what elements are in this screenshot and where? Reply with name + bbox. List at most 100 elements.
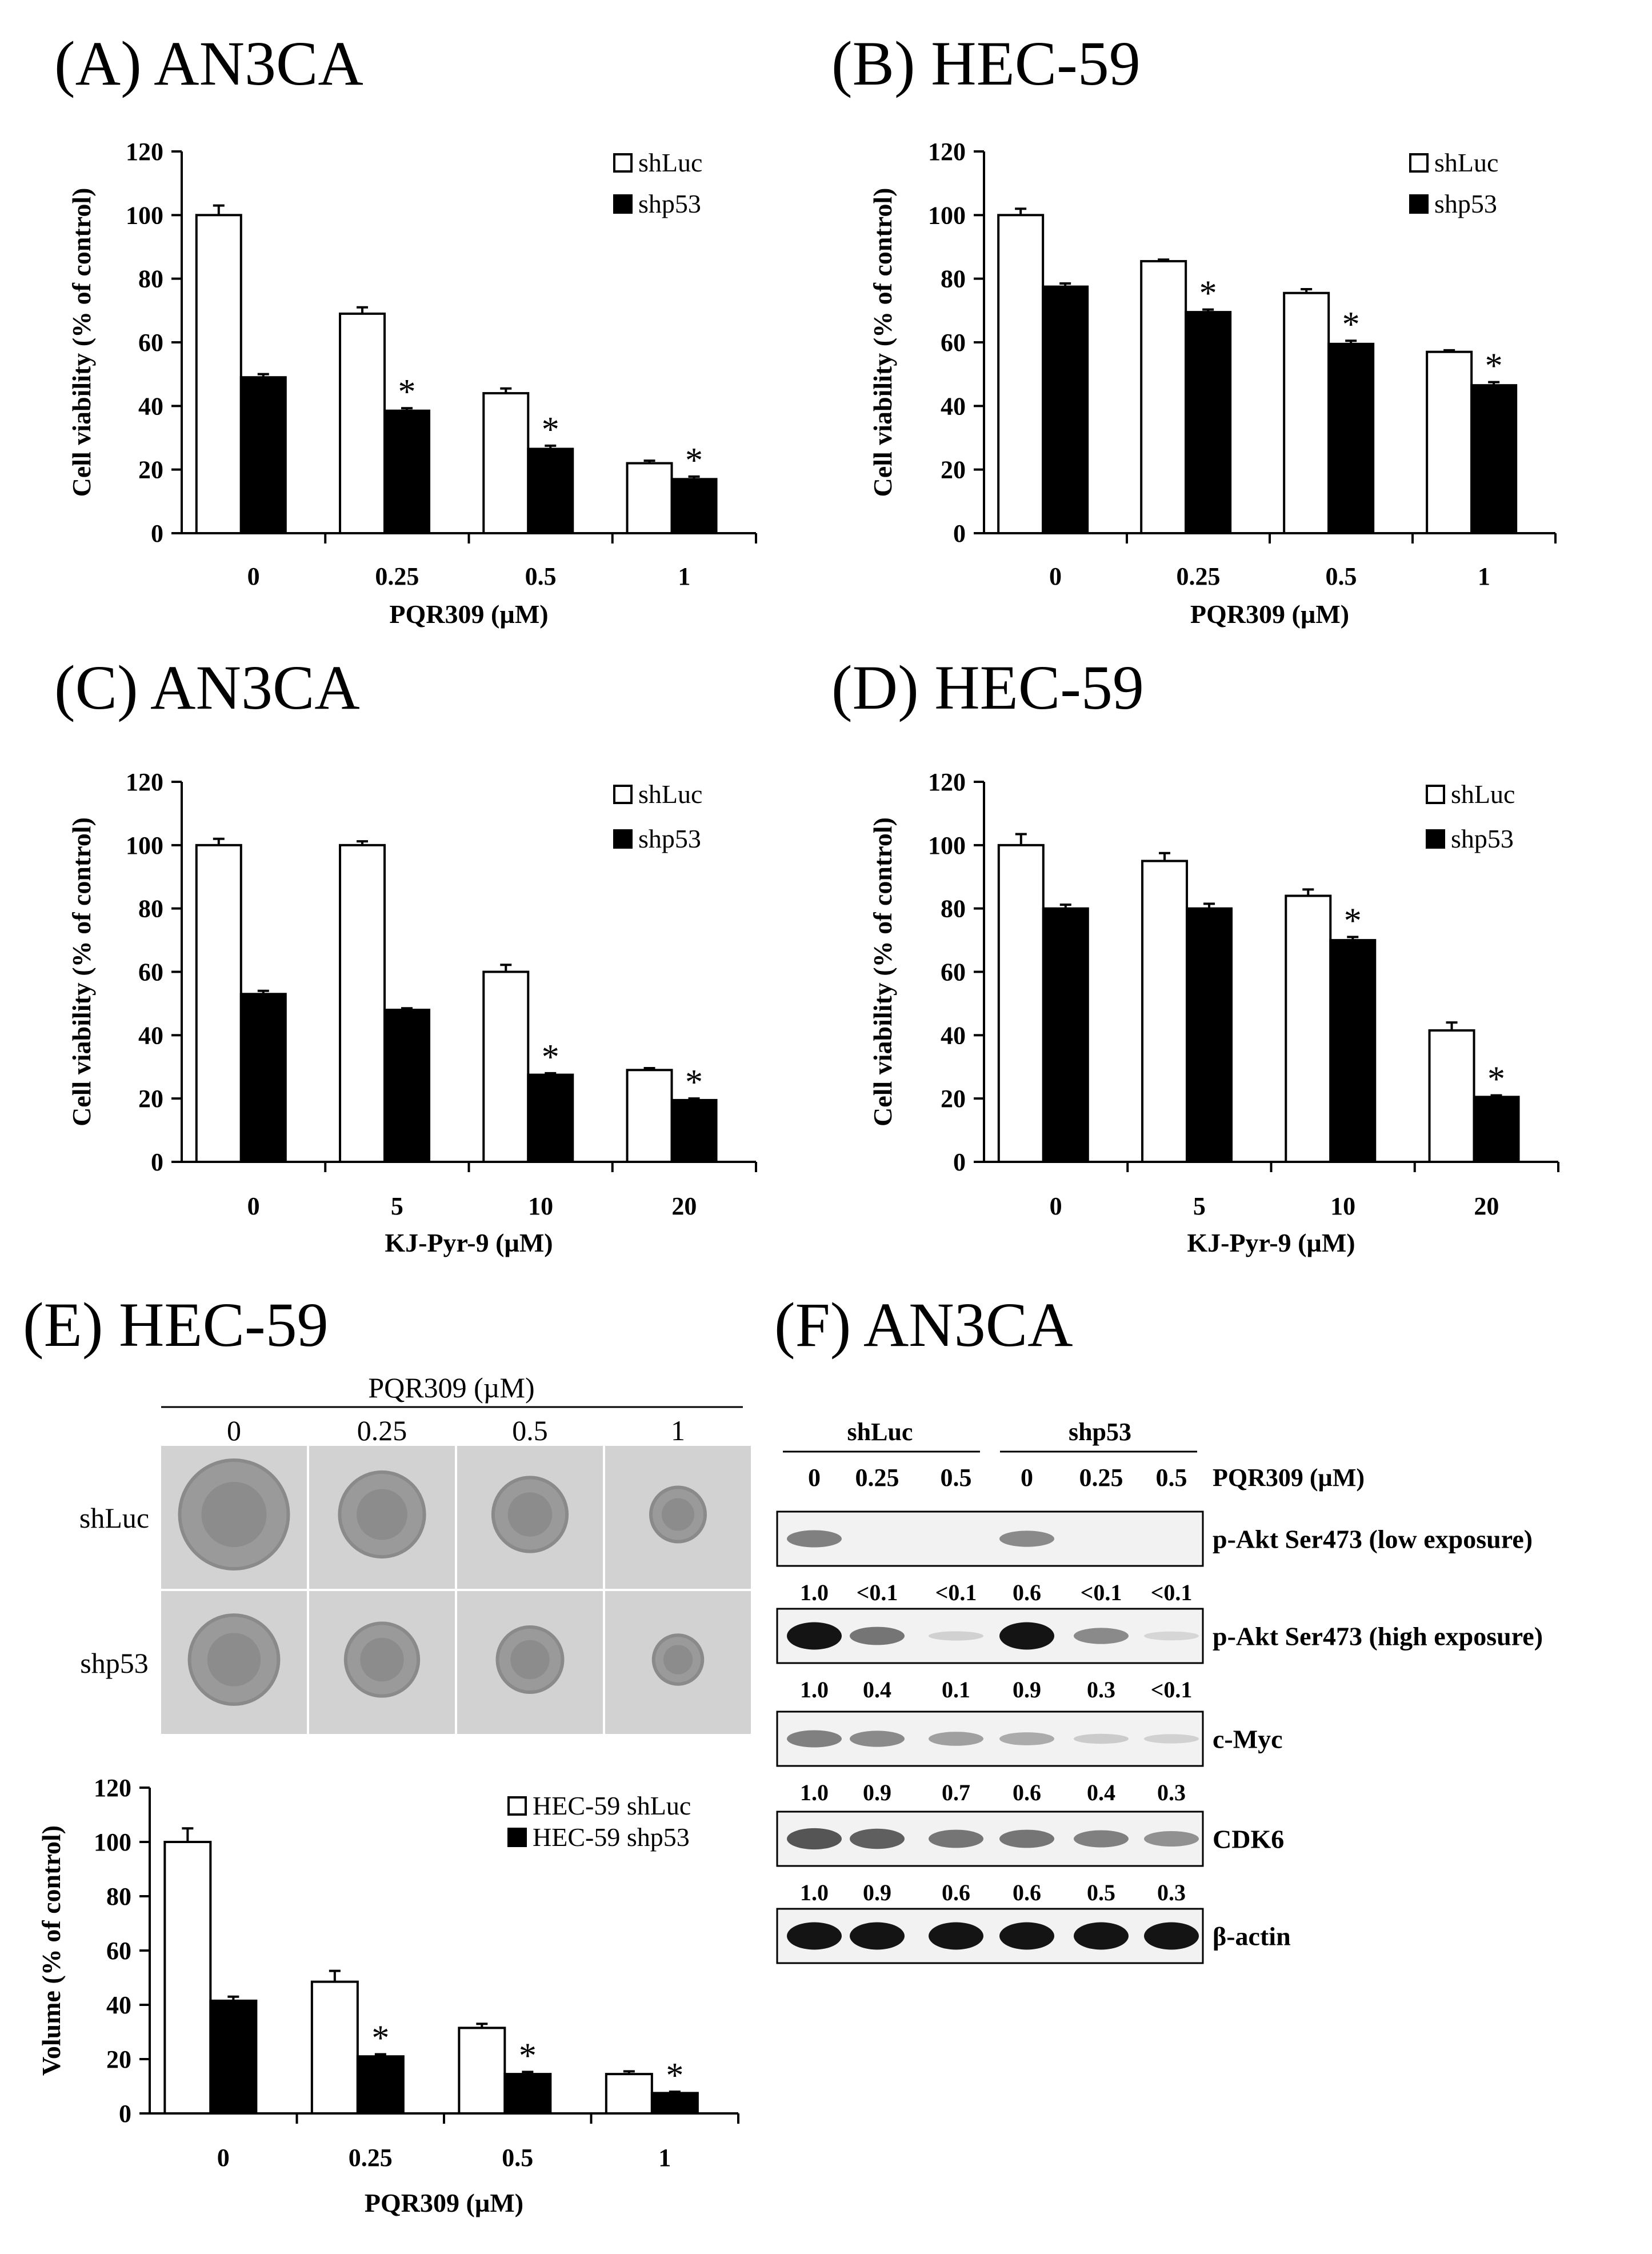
x-tick-label: 5 <box>1193 1192 1206 1220</box>
x-tick-label: 0 <box>1049 562 1062 590</box>
bar-shp53 <box>209 1999 258 2115</box>
y-tick-label: 100 <box>928 832 966 860</box>
spheroid-dose-label: 0.5 <box>512 1414 548 1446</box>
bar-shp53 <box>1042 907 1089 1163</box>
blot-band <box>1074 1830 1129 1848</box>
bar-shluc <box>195 214 242 535</box>
spheroid-dose-label: 1 <box>671 1414 685 1446</box>
bar-shluc <box>339 844 386 1164</box>
bar-shp53 <box>1327 342 1375 534</box>
blot-quantification: 0.5 <box>1087 1880 1115 1905</box>
y-tick-label: 20 <box>941 456 966 484</box>
blot-quantification: 0.6 <box>1013 1780 1041 1805</box>
x-tick-label: 10 <box>528 1192 553 1220</box>
legend-swatch <box>613 785 633 804</box>
significance-star: * <box>519 2036 537 2075</box>
bar-shluc <box>1428 1029 1475 1164</box>
significance-star: * <box>666 2056 683 2095</box>
bar-shp53 <box>527 1073 574 1163</box>
bar-shluc <box>626 1069 673 1163</box>
bar-shluc <box>626 462 673 534</box>
y-axis-label: Cell viability (% of control) <box>67 188 96 497</box>
blot-band <box>999 1622 1054 1650</box>
panel-a-label: (A) AN3CA <box>54 29 363 98</box>
legend-label: HEC-59 shp53 <box>533 1823 690 1852</box>
blot-quantification: <0.1 <box>935 1580 977 1605</box>
blot-quantification: 0.3 <box>1157 1880 1186 1905</box>
blot-band <box>850 1626 905 1645</box>
blot-quantification: 1.0 <box>800 1880 829 1905</box>
blot-strip <box>776 1510 1204 1567</box>
blot-protein-label: p-Akt Ser473 (high exposure) <box>1213 1622 1543 1651</box>
blot-band <box>1144 1631 1199 1641</box>
legend-label: shp53 <box>638 189 701 218</box>
blot-band <box>787 1622 842 1650</box>
y-tick-label: 120 <box>126 768 163 796</box>
legend-label: shLuc <box>1451 780 1515 809</box>
bar-shp53 <box>383 1009 431 1163</box>
blot-band <box>787 1530 842 1548</box>
blot-lane-label: 0.5 <box>941 1464 972 1492</box>
panel-f-label: (F) AN3CA <box>774 1290 1073 1360</box>
bar-shluc <box>605 2073 653 2115</box>
bar-shluc <box>482 970 530 1163</box>
chart-c: 0 20 40 60 80 100 120 0 5 10 * 20 * KJ-Pyr-9 (µM) Cell… <box>67 768 757 1257</box>
panel-b: (B) HEC-59 0 20 40 60 80 100 120 0 0.25 * 0.5 * 1 * PQ… <box>831 29 1557 629</box>
blot-group-label: shLuc <box>847 1418 913 1446</box>
y-tick-label: 60 <box>138 329 163 357</box>
y-axis-label: Cell viability (% of control) <box>868 188 897 497</box>
blot-quantification: 0.3 <box>1157 1780 1186 1805</box>
x-tick-label: 0.5 <box>1326 562 1357 590</box>
y-tick-label: 20 <box>106 2045 131 2073</box>
y-tick-label: 100 <box>928 201 966 229</box>
x-axis-label: KJ-Pyr-9 (µM) <box>1187 1228 1355 1257</box>
bar-shluc <box>310 1980 359 2115</box>
spheroid-core <box>201 1482 267 1547</box>
y-tick-label: 20 <box>138 456 163 484</box>
y-tick-label: 60 <box>941 958 966 986</box>
y-tick-label: 40 <box>941 1021 966 1049</box>
x-tick-label: 10 <box>1330 1192 1355 1220</box>
y-tick-label: 80 <box>941 265 966 293</box>
bar-shp53 <box>1470 384 1518 535</box>
panel-f: (F) AN3CA shLuc shp53 0 0.25 0.5 0 0.25 0.5 PQR3… <box>774 1290 1543 1964</box>
x-tick-label: 20 <box>671 1192 697 1220</box>
x-tick-label: 0 <box>247 562 260 590</box>
blot-band <box>850 1922 905 1950</box>
spheroid-dose-label: 0 <box>227 1414 241 1446</box>
blot-quantification: 0.4 <box>863 1677 891 1703</box>
blot-band <box>1074 1733 1129 1744</box>
bar-shp53 <box>670 478 718 534</box>
y-axis-label: Cell viability (% of control) <box>868 817 897 1126</box>
blot-quantification: 0.9 <box>863 1880 891 1905</box>
legend-swatch <box>1426 785 1445 804</box>
x-tick-label: 1 <box>678 562 690 590</box>
bar-shp53 <box>239 993 287 1163</box>
blot-strip <box>776 1711 1204 1767</box>
panel-e: (E) HEC-59 PQR309 (µM) 0 0.25 0.5 1 shLuc shp5… <box>23 1290 751 2217</box>
blot-protein-label: p-Akt Ser473 (low exposure) <box>1213 1525 1533 1554</box>
legend-swatch <box>1409 153 1429 173</box>
significance-star: * <box>1342 305 1360 344</box>
y-tick-label: 100 <box>126 201 163 229</box>
y-tick-label: 0 <box>953 1148 966 1176</box>
significance-star: * <box>371 2019 389 2057</box>
y-tick-label: 120 <box>94 1774 131 1802</box>
bar-shp53 <box>1329 939 1377 1164</box>
blot-quantification: <0.1 <box>857 1580 898 1605</box>
panel-a: (A) AN3CA 0 20 40 60 80 100 120 0 0.25 * 0.5 * 1 * PQR… <box>54 29 757 629</box>
panel-e-label: (E) HEC-59 <box>23 1290 329 1360</box>
blot-band <box>787 1828 842 1850</box>
bar-shluc <box>1283 291 1330 534</box>
y-tick-label: 20 <box>138 1085 163 1113</box>
blot-band <box>999 1530 1054 1547</box>
spheroid-row-label: shLuc <box>79 1502 149 1534</box>
y-tick-label: 0 <box>953 519 966 547</box>
x-tick-label: 0 <box>1050 1192 1062 1220</box>
chart-b: 0 20 40 60 80 100 120 0 0.25 * 0.5 * 1 * PQR309 (µM) Ce… <box>868 138 1557 629</box>
panel-c-label: (C) AN3CA <box>54 653 360 722</box>
legend-swatch <box>1409 194 1429 214</box>
significance-star: * <box>1344 902 1362 941</box>
bar-shp53 <box>670 1098 718 1163</box>
y-tick-label: 0 <box>119 2100 131 2128</box>
